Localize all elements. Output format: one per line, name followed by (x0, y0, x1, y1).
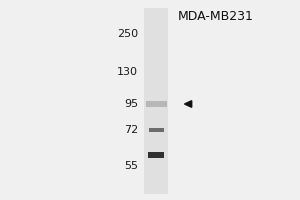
Text: 95: 95 (124, 99, 138, 109)
Bar (148, 152, 164, 158)
Text: 250: 250 (117, 29, 138, 39)
Text: 72: 72 (124, 125, 138, 135)
Bar (144, 8, 168, 194)
Bar (148, 128, 164, 132)
Text: 55: 55 (124, 161, 138, 171)
Bar (146, 101, 167, 107)
Text: 130: 130 (117, 67, 138, 77)
Text: MDA-MB231: MDA-MB231 (178, 10, 254, 23)
Polygon shape (184, 101, 192, 107)
